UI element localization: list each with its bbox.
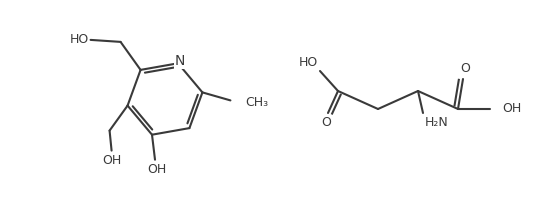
Text: O: O: [460, 62, 470, 75]
Text: O: O: [321, 116, 331, 130]
Text: CH₃: CH₃: [245, 96, 268, 109]
Text: N: N: [175, 54, 185, 68]
Text: H₂N: H₂N: [425, 116, 449, 130]
Text: HO: HO: [299, 57, 318, 70]
Text: OH: OH: [147, 163, 167, 176]
Text: OH: OH: [502, 102, 521, 115]
Text: HO: HO: [69, 33, 89, 46]
Text: OH: OH: [102, 154, 121, 167]
